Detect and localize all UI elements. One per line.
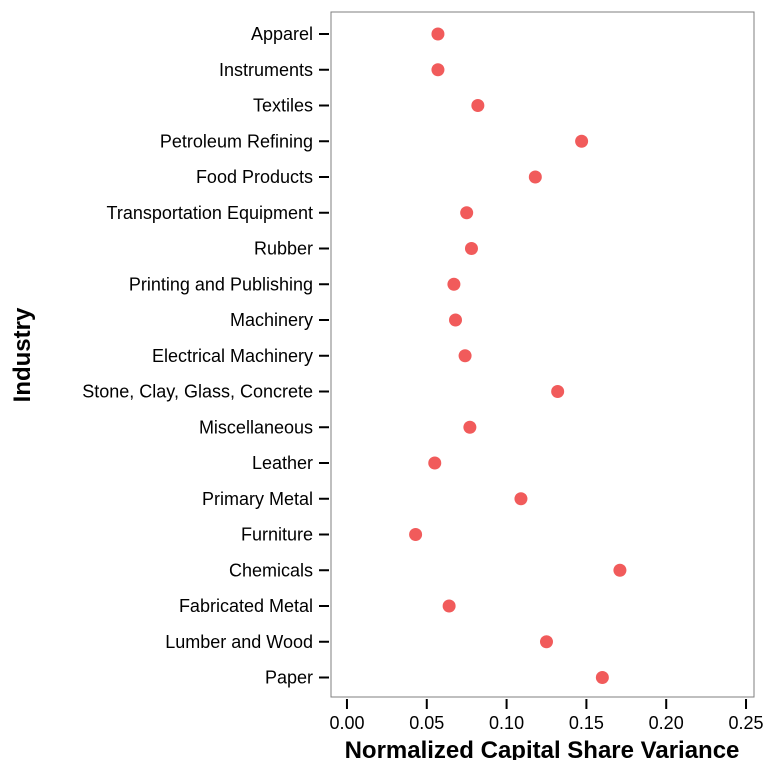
x-tick-label: 0.05 <box>409 713 444 733</box>
y-tick-label: Machinery <box>230 310 313 330</box>
y-tick-label: Apparel <box>251 24 313 44</box>
y-tick-label: Miscellaneous <box>199 417 313 437</box>
x-tick-label: 0.20 <box>649 713 684 733</box>
data-point <box>442 599 456 613</box>
y-axis-title: Industry <box>9 307 36 402</box>
data-point <box>551 385 565 398</box>
plot-panel <box>330 11 755 698</box>
y-tick-label: Printing and Publishing <box>129 274 313 294</box>
y-tick-label: Electrical Machinery <box>152 346 313 366</box>
y-tick-label: Textiles <box>253 96 313 116</box>
y-tick-label: Lumber and Wood <box>165 632 313 652</box>
x-axis-title: Normalized Capital Share Variance <box>345 737 740 760</box>
data-point <box>539 635 553 649</box>
x-axis: 0.00 0.05 0.10 0.15 0.20 0.25 <box>329 699 763 733</box>
data-point <box>447 277 461 291</box>
y-tick-label: Instruments <box>219 60 313 80</box>
x-tick-label: 0.10 <box>489 713 524 733</box>
x-tick-label: 0.00 <box>329 713 364 733</box>
data-point <box>575 134 589 148</box>
data-point <box>431 63 445 77</box>
y-tick-label: Paper <box>265 668 313 688</box>
data-point <box>463 420 477 434</box>
y-axis: Apparel Instruments Textiles Petroleum Refi… <box>82 24 329 688</box>
y-tick-label: Fabricated Metal <box>179 596 313 616</box>
y-tick-label: Transportation Equipment <box>107 203 313 223</box>
x-tick-label: 0.25 <box>728 713 763 733</box>
y-tick-label: Stone, Clay, Glass, Concrete <box>82 382 313 402</box>
y-tick-label: Furniture <box>241 525 313 545</box>
y-tick-label: Primary Metal <box>202 489 313 509</box>
y-tick-label: Leather <box>252 453 313 473</box>
data-point <box>409 528 423 541</box>
data-point <box>595 671 609 684</box>
data-point <box>528 170 542 184</box>
data-point <box>464 242 478 255</box>
data-point <box>613 563 627 577</box>
y-tick-label: Food Products <box>196 167 313 187</box>
data-point <box>449 313 463 327</box>
x-tick-label: 0.15 <box>569 713 604 733</box>
y-tick-label: Petroleum Refining <box>160 131 313 151</box>
data-point <box>431 27 445 41</box>
data-point <box>471 99 485 112</box>
data-point <box>428 456 442 470</box>
data-points <box>409 27 627 684</box>
data-point <box>458 349 472 363</box>
y-tick-label: Chemicals <box>229 560 313 580</box>
y-tick-label: Rubber <box>254 239 313 259</box>
data-point <box>460 206 474 220</box>
data-point <box>514 492 528 506</box>
